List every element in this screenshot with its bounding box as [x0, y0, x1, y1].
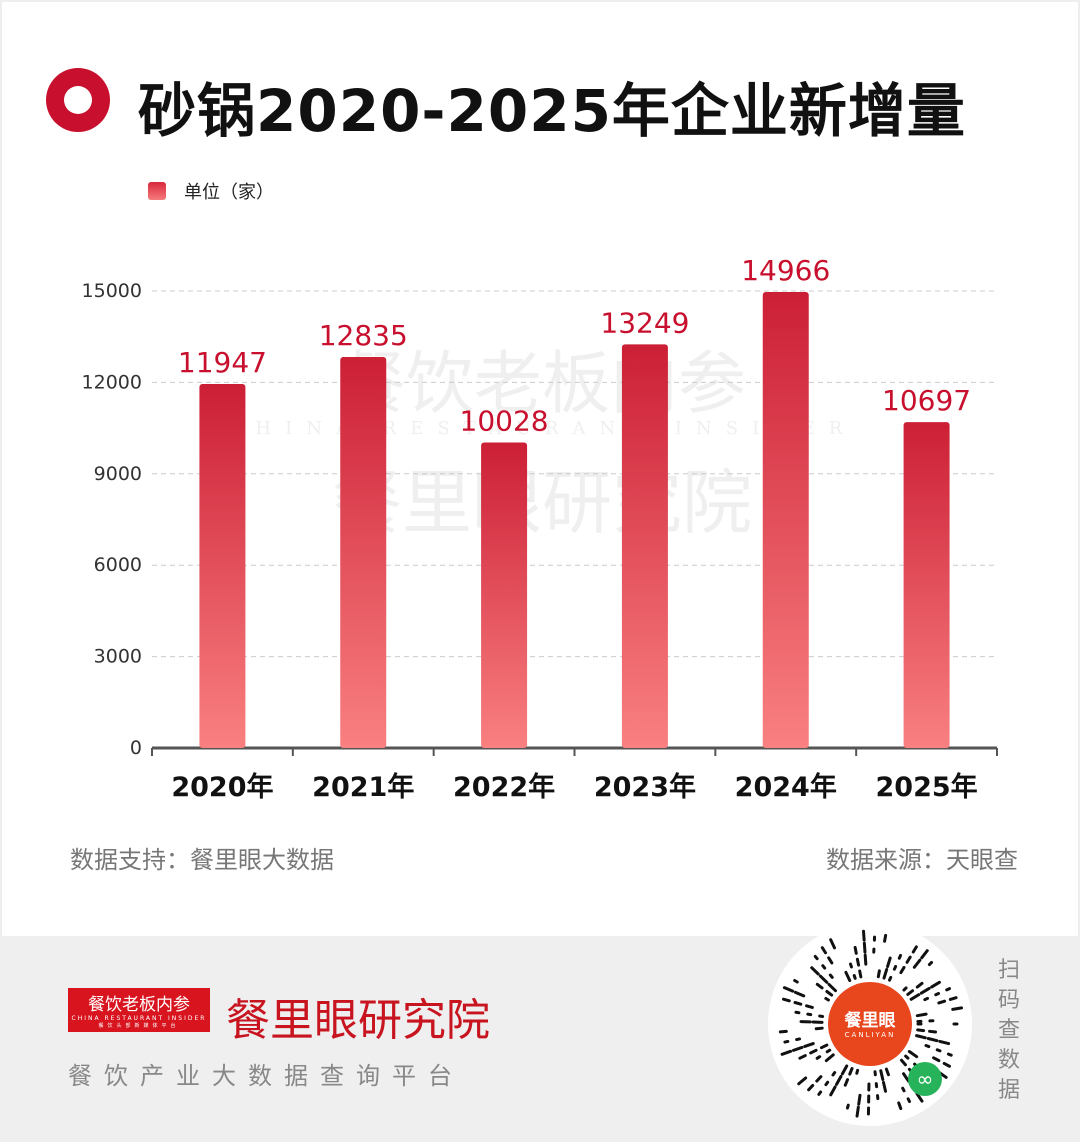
- data-support: 数据支持：餐里眼大数据: [70, 846, 334, 874]
- bar: [199, 384, 246, 748]
- data-source: 数据来源：天眼查: [826, 846, 1018, 874]
- logo: 餐饮老板内参 CHINA RESTAURANT INSIDER 餐饮头部新媒体平…: [68, 988, 210, 1032]
- y-tick-label: 15000: [82, 280, 142, 302]
- qr-title: 餐里眼: [844, 1011, 896, 1031]
- legend: 单位（家）: [148, 178, 274, 204]
- watermark-line3: 餐里眼研究院: [332, 462, 752, 544]
- scan-char: 据: [997, 1078, 1020, 1103]
- data-label: 13249: [600, 306, 689, 339]
- scan-char: 数: [997, 1048, 1020, 1073]
- page-title: 砂锅2020-2025年企业新增量: [138, 77, 966, 145]
- mini-program-icon: ∞: [908, 1062, 942, 1096]
- y-tick-label: 9000: [94, 463, 142, 485]
- title-ring-icon: [46, 68, 110, 132]
- qr-sub: CANLIYAN: [844, 1031, 896, 1039]
- bar: [481, 442, 528, 748]
- logo-sub: 餐饮头部新媒体平台: [98, 1023, 180, 1029]
- scan-char: 扫: [997, 958, 1020, 983]
- bar-chart: 餐饮老板内参 CHINA RESTAURANT INSIDER 餐里眼研究院 0…: [82, 254, 998, 803]
- logo-en: CHINA RESTAURANT INSIDER: [71, 1015, 207, 1022]
- qr-code[interactable]: 餐里眼 CANLIYAN ∞: [768, 922, 972, 1126]
- watermark-line1: 餐饮老板内参: [338, 345, 746, 424]
- y-tick-label: 6000: [94, 554, 142, 576]
- slogan: 餐饮产业大数据查询平台: [68, 1062, 464, 1090]
- bar: [621, 344, 668, 748]
- bar: [340, 356, 387, 748]
- watermark: 餐饮老板内参 CHINA RESTAURANT INSIDER 餐里眼研究院: [228, 345, 843, 544]
- x-tick-label: 2025年: [876, 771, 978, 803]
- qr-logo: 餐里眼 CANLIYAN: [828, 982, 912, 1066]
- y-tick-label: 3000: [94, 646, 142, 668]
- bar: [762, 292, 809, 748]
- data-label: 14966: [741, 254, 830, 287]
- footer-banner: 餐饮老板内参 CHINA RESTAURANT INSIDER 餐饮头部新媒体平…: [0, 922, 1080, 1142]
- x-tick-label: 2023年: [594, 771, 696, 803]
- x-tick-label: 2022年: [453, 771, 555, 803]
- y-tick-label: 0: [130, 737, 142, 759]
- brand-name: 餐里眼研究院: [226, 995, 490, 1046]
- logo-main: 餐饮老板内参: [88, 995, 190, 1015]
- legend-swatch: [148, 182, 166, 200]
- x-tick-label: 2020年: [171, 771, 273, 803]
- legend-label: 单位（家）: [184, 182, 274, 203]
- qr-pattern-icon: [778, 929, 964, 1118]
- scan-char: 码: [997, 988, 1020, 1013]
- data-label: 11947: [178, 346, 267, 379]
- data-label: 10697: [882, 384, 971, 417]
- scan-hint: 扫 码 查 数 据: [996, 956, 1022, 1106]
- y-tick-label: 12000: [82, 371, 142, 393]
- x-tick-label: 2024年: [735, 771, 837, 803]
- x-tick-label: 2021年: [312, 771, 414, 803]
- chart-card: 砂锅2020-2025年企业新增量 单位（家） 餐饮老板内参 CHINA RES…: [0, 0, 1080, 938]
- data-label: 10028: [460, 404, 549, 437]
- data-label: 12835: [319, 319, 408, 352]
- scan-char: 查: [997, 1018, 1020, 1043]
- bar: [903, 422, 950, 748]
